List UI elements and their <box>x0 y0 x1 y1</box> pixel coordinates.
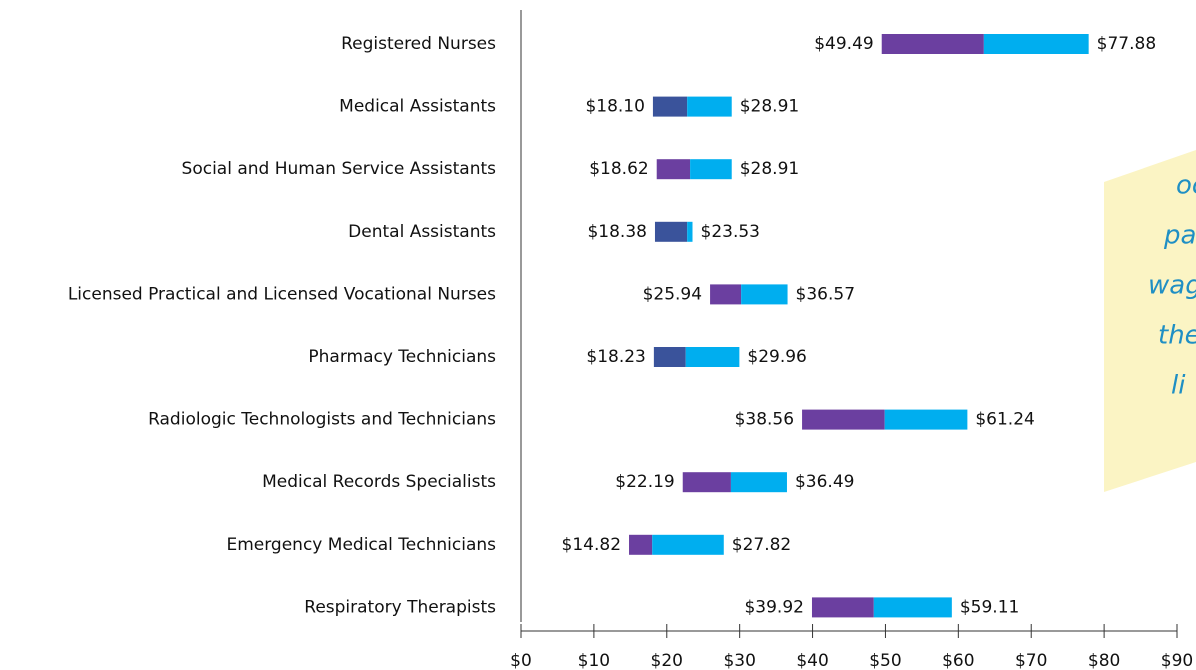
x-tick-label: $70 <box>1015 651 1047 670</box>
low-label: $38.56 <box>735 410 794 430</box>
category-label: Dental Assistants <box>348 222 496 242</box>
note-box <box>1104 150 1196 492</box>
high-label: $36.57 <box>796 284 855 304</box>
low-label: $18.38 <box>587 222 646 242</box>
bar-low-segment <box>656 159 691 180</box>
high-label: $28.91 <box>740 159 799 179</box>
x-tick-label: $0 <box>510 651 532 670</box>
x-tick-label: $90 <box>1161 651 1193 670</box>
high-label: $61.24 <box>975 410 1034 430</box>
bar-high-segment <box>690 159 732 180</box>
note-text: the <box>1158 321 1196 351</box>
category-label: Licensed Practical and Licensed Vocation… <box>68 284 496 304</box>
high-label: $36.49 <box>795 472 854 492</box>
bar-high-segment <box>741 284 788 305</box>
high-label: $28.91 <box>740 97 799 117</box>
bar-low-segment <box>802 409 885 430</box>
low-label: $18.62 <box>589 159 648 179</box>
bar-high-segment <box>730 472 787 493</box>
x-tick-label: $60 <box>942 651 974 670</box>
x-tick-label: $80 <box>1088 651 1120 670</box>
note-text: wag <box>1148 271 1196 301</box>
low-label: $18.10 <box>585 97 644 117</box>
low-label: $39.92 <box>744 597 803 617</box>
high-label: $27.82 <box>732 535 791 555</box>
bar-low-segment <box>881 34 984 54</box>
high-label: $29.96 <box>747 347 806 367</box>
category-label: Pharmacy Technicians <box>308 347 496 367</box>
bar-high-segment <box>652 534 724 555</box>
bar-low-segment <box>629 534 653 555</box>
bar-high-segment <box>983 34 1089 54</box>
bar-high-segment <box>687 96 732 117</box>
bar-low-segment <box>654 221 688 242</box>
bar-low-segment <box>682 472 731 493</box>
bar-low-segment <box>653 347 686 367</box>
low-label: $18.23 <box>586 347 645 367</box>
bar-low-segment <box>710 284 742 305</box>
category-label: Medical Assistants <box>339 97 496 117</box>
note-text: oc <box>1176 171 1196 201</box>
category-label: Social and Human Service Assistants <box>182 159 497 179</box>
high-label: $59.11 <box>960 597 1019 617</box>
category-label: Radiologic Technologists and Technicians <box>148 410 496 430</box>
bar-low-segment <box>652 96 688 117</box>
bar-low-segment <box>811 597 874 618</box>
bar-high-segment <box>873 597 952 618</box>
note-text: li <box>1171 371 1186 401</box>
x-tick-label: $50 <box>869 651 901 670</box>
category-label: Medical Records Specialists <box>262 472 496 492</box>
category-label: Registered Nurses <box>341 34 496 54</box>
category-label: Emergency Medical Technicians <box>226 535 496 555</box>
x-tick-label: $40 <box>796 651 828 670</box>
note-text: pa <box>1163 221 1196 251</box>
low-label: $22.19 <box>615 472 674 492</box>
category-label: Respiratory Therapists <box>304 597 496 617</box>
x-tick-label: $20 <box>651 651 683 670</box>
bar-high-segment <box>687 221 693 242</box>
x-tick-label: $30 <box>723 651 755 670</box>
bar-high-segment <box>685 347 740 367</box>
bar-high-segment <box>884 409 968 430</box>
low-label: $49.49 <box>814 34 873 54</box>
low-label: $25.94 <box>643 284 702 304</box>
high-label: $77.88 <box>1097 34 1156 54</box>
x-tick-label: $10 <box>578 651 610 670</box>
high-label: $23.53 <box>701 222 760 242</box>
low-label: $14.82 <box>562 535 621 555</box>
